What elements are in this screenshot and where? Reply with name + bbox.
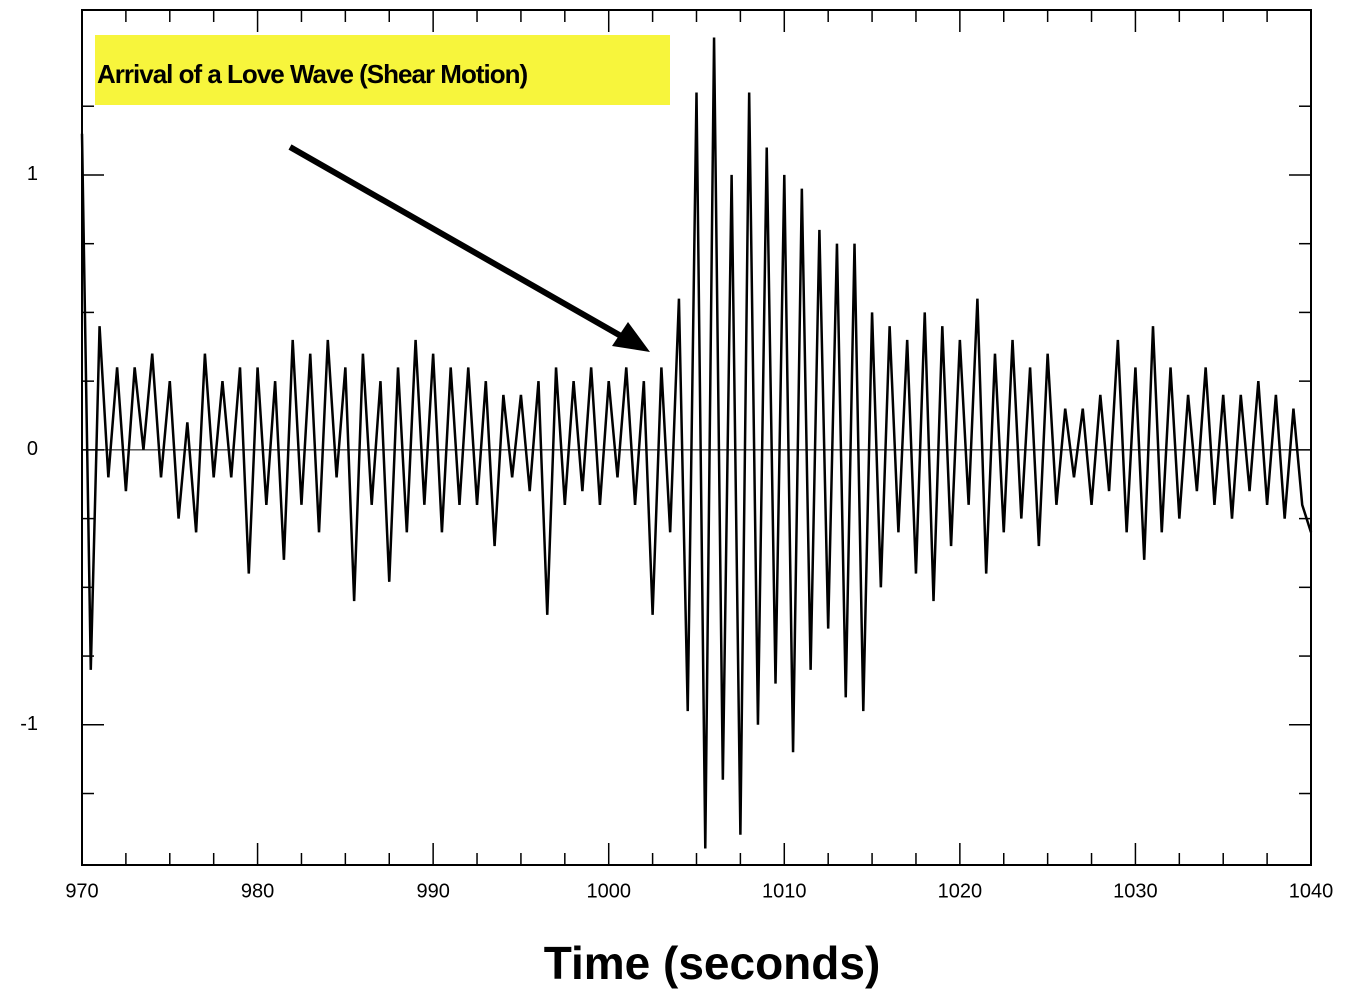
x-tick-label: 1030	[1113, 880, 1158, 902]
x-axis-label: Time (seconds)	[544, 937, 881, 989]
arrow-head	[612, 322, 650, 352]
x-tick-label: 980	[241, 880, 274, 902]
y-tick-label: 1	[27, 163, 38, 185]
x-tick-label: 990	[416, 880, 449, 902]
y-tick-label: 0	[27, 438, 38, 460]
x-tick-label: 1010	[762, 880, 807, 902]
x-tick-label: 1020	[938, 880, 983, 902]
plot-area	[80, 37, 1313, 849]
x-tick-label: 970	[65, 880, 98, 902]
x-tick-label: 1000	[586, 880, 631, 902]
x-tick-label: 1040	[1289, 880, 1334, 902]
seismogram-trace	[80, 37, 1313, 849]
arrow-shaft	[288, 144, 630, 343]
annotation-box	[95, 35, 670, 105]
ticks: 970 980 990 1000 1010 1020 1030 1040 -1 0 1	[20, 10, 1333, 902]
annotation: Arrival of a Love Wave (Shear Motion)	[97, 59, 527, 89]
y-tick-label: -1	[20, 713, 38, 735]
